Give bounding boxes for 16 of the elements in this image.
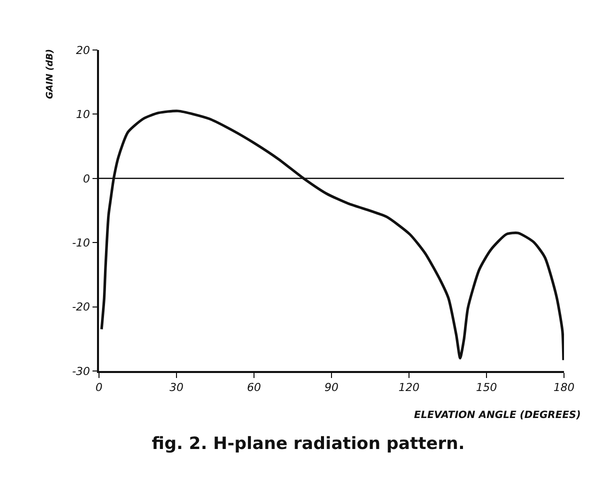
y-tick-label: -10 bbox=[72, 236, 90, 250]
y-tick-label: -30 bbox=[72, 364, 90, 378]
x-tick-label: 90 bbox=[324, 380, 338, 394]
x-tick-label: 0 bbox=[96, 380, 102, 394]
y-tick-label: 10 bbox=[76, 108, 90, 122]
x-tick-label: 60 bbox=[247, 380, 261, 394]
y-tick-label: 20 bbox=[76, 44, 90, 57]
x-tick-label: 120 bbox=[398, 380, 420, 394]
x-tick-label: 30 bbox=[170, 380, 184, 394]
y-tick-label: -20 bbox=[72, 300, 90, 314]
text: fig. 2. H-plane radiation pattern. bbox=[152, 434, 465, 454]
y-axis-title: GAIN (dB) bbox=[45, 49, 56, 99]
x-tick-label: 180 bbox=[554, 380, 574, 394]
x-axis-title: ELEVATION ANGLE (DEGREES) bbox=[414, 410, 581, 421]
y-tick-label: 0 bbox=[83, 172, 90, 186]
x-tick-label: 150 bbox=[476, 380, 497, 394]
